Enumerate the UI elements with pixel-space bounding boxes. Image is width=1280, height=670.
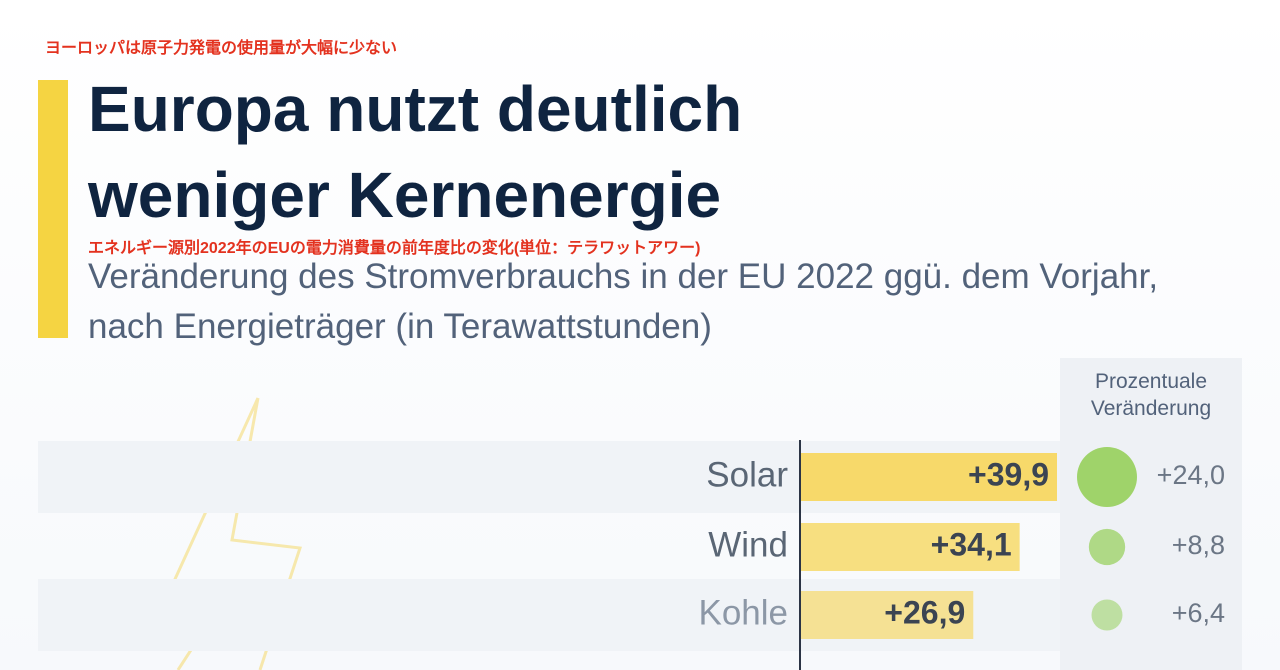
percent-label: +8,8 — [1172, 530, 1225, 560]
category-label: Kohle — [698, 593, 788, 632]
bar — [800, 591, 974, 639]
chart-subtitle: Veränderung des Stromverbrauchs in der E… — [88, 257, 1159, 346]
chart-title: Europa nutzt deutlich weniger Kernenergi… — [88, 73, 743, 231]
annotation: エネルギー源別2022年のEUの電力消費量の前年度比の変化(単位：テラワットアワ… — [88, 240, 701, 257]
value-label: +26,9 — [884, 594, 965, 630]
percent-label: +6,4 — [1172, 598, 1225, 628]
accent-bar — [38, 80, 68, 338]
category-label: Solar — [706, 455, 788, 494]
percent-bubble — [1077, 447, 1137, 507]
percent-column — [1060, 358, 1242, 670]
category-label: Wind — [708, 525, 788, 564]
bar — [800, 523, 1020, 571]
value-label: +39,9 — [968, 456, 1049, 492]
percent-bubble — [1088, 528, 1126, 566]
annotation: ヨーロッパは原子力発電の使用量が大幅に少ない — [45, 40, 398, 57]
percent-bubble — [1091, 599, 1123, 631]
value-label: +34,1 — [931, 526, 1012, 562]
bar — [800, 453, 1057, 501]
percent-header: Prozentuale Veränderung — [1091, 370, 1211, 420]
percent-label: +24,0 — [1157, 460, 1225, 490]
